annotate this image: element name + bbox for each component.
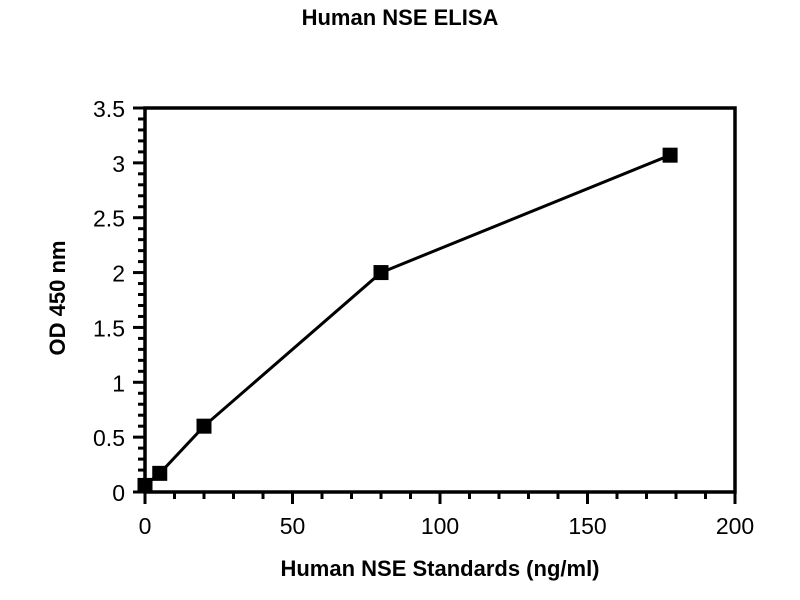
y-tick-label: 3.5: [93, 96, 125, 122]
series-line: [144, 153, 671, 487]
x-tick-label: 50: [280, 513, 306, 539]
x-tick-label: 0: [139, 513, 152, 539]
chart-title: Human NSE ELISA: [301, 5, 499, 30]
y-tick-label: 1.5: [93, 315, 125, 341]
data-point-marker: [662, 147, 678, 163]
x-tick-label: 200: [716, 513, 754, 539]
data-point-marker: [152, 465, 168, 481]
y-tick-label: 2: [112, 261, 125, 287]
y-tick-label: 3: [112, 151, 125, 177]
y-tick-label: 2.5: [93, 206, 125, 232]
data-point-marker: [196, 418, 212, 434]
y-tick-label: 0: [112, 480, 125, 506]
x-tick-label: 150: [568, 513, 606, 539]
x-tick-label: 100: [421, 513, 459, 539]
data-point-marker: [137, 477, 153, 493]
y-tick-label: 0.5: [93, 425, 125, 451]
data-point-marker: [373, 265, 389, 281]
x-axis-label: Human NSE Standards (ng/ml): [280, 556, 600, 581]
y-tick-label: 1: [112, 370, 125, 396]
